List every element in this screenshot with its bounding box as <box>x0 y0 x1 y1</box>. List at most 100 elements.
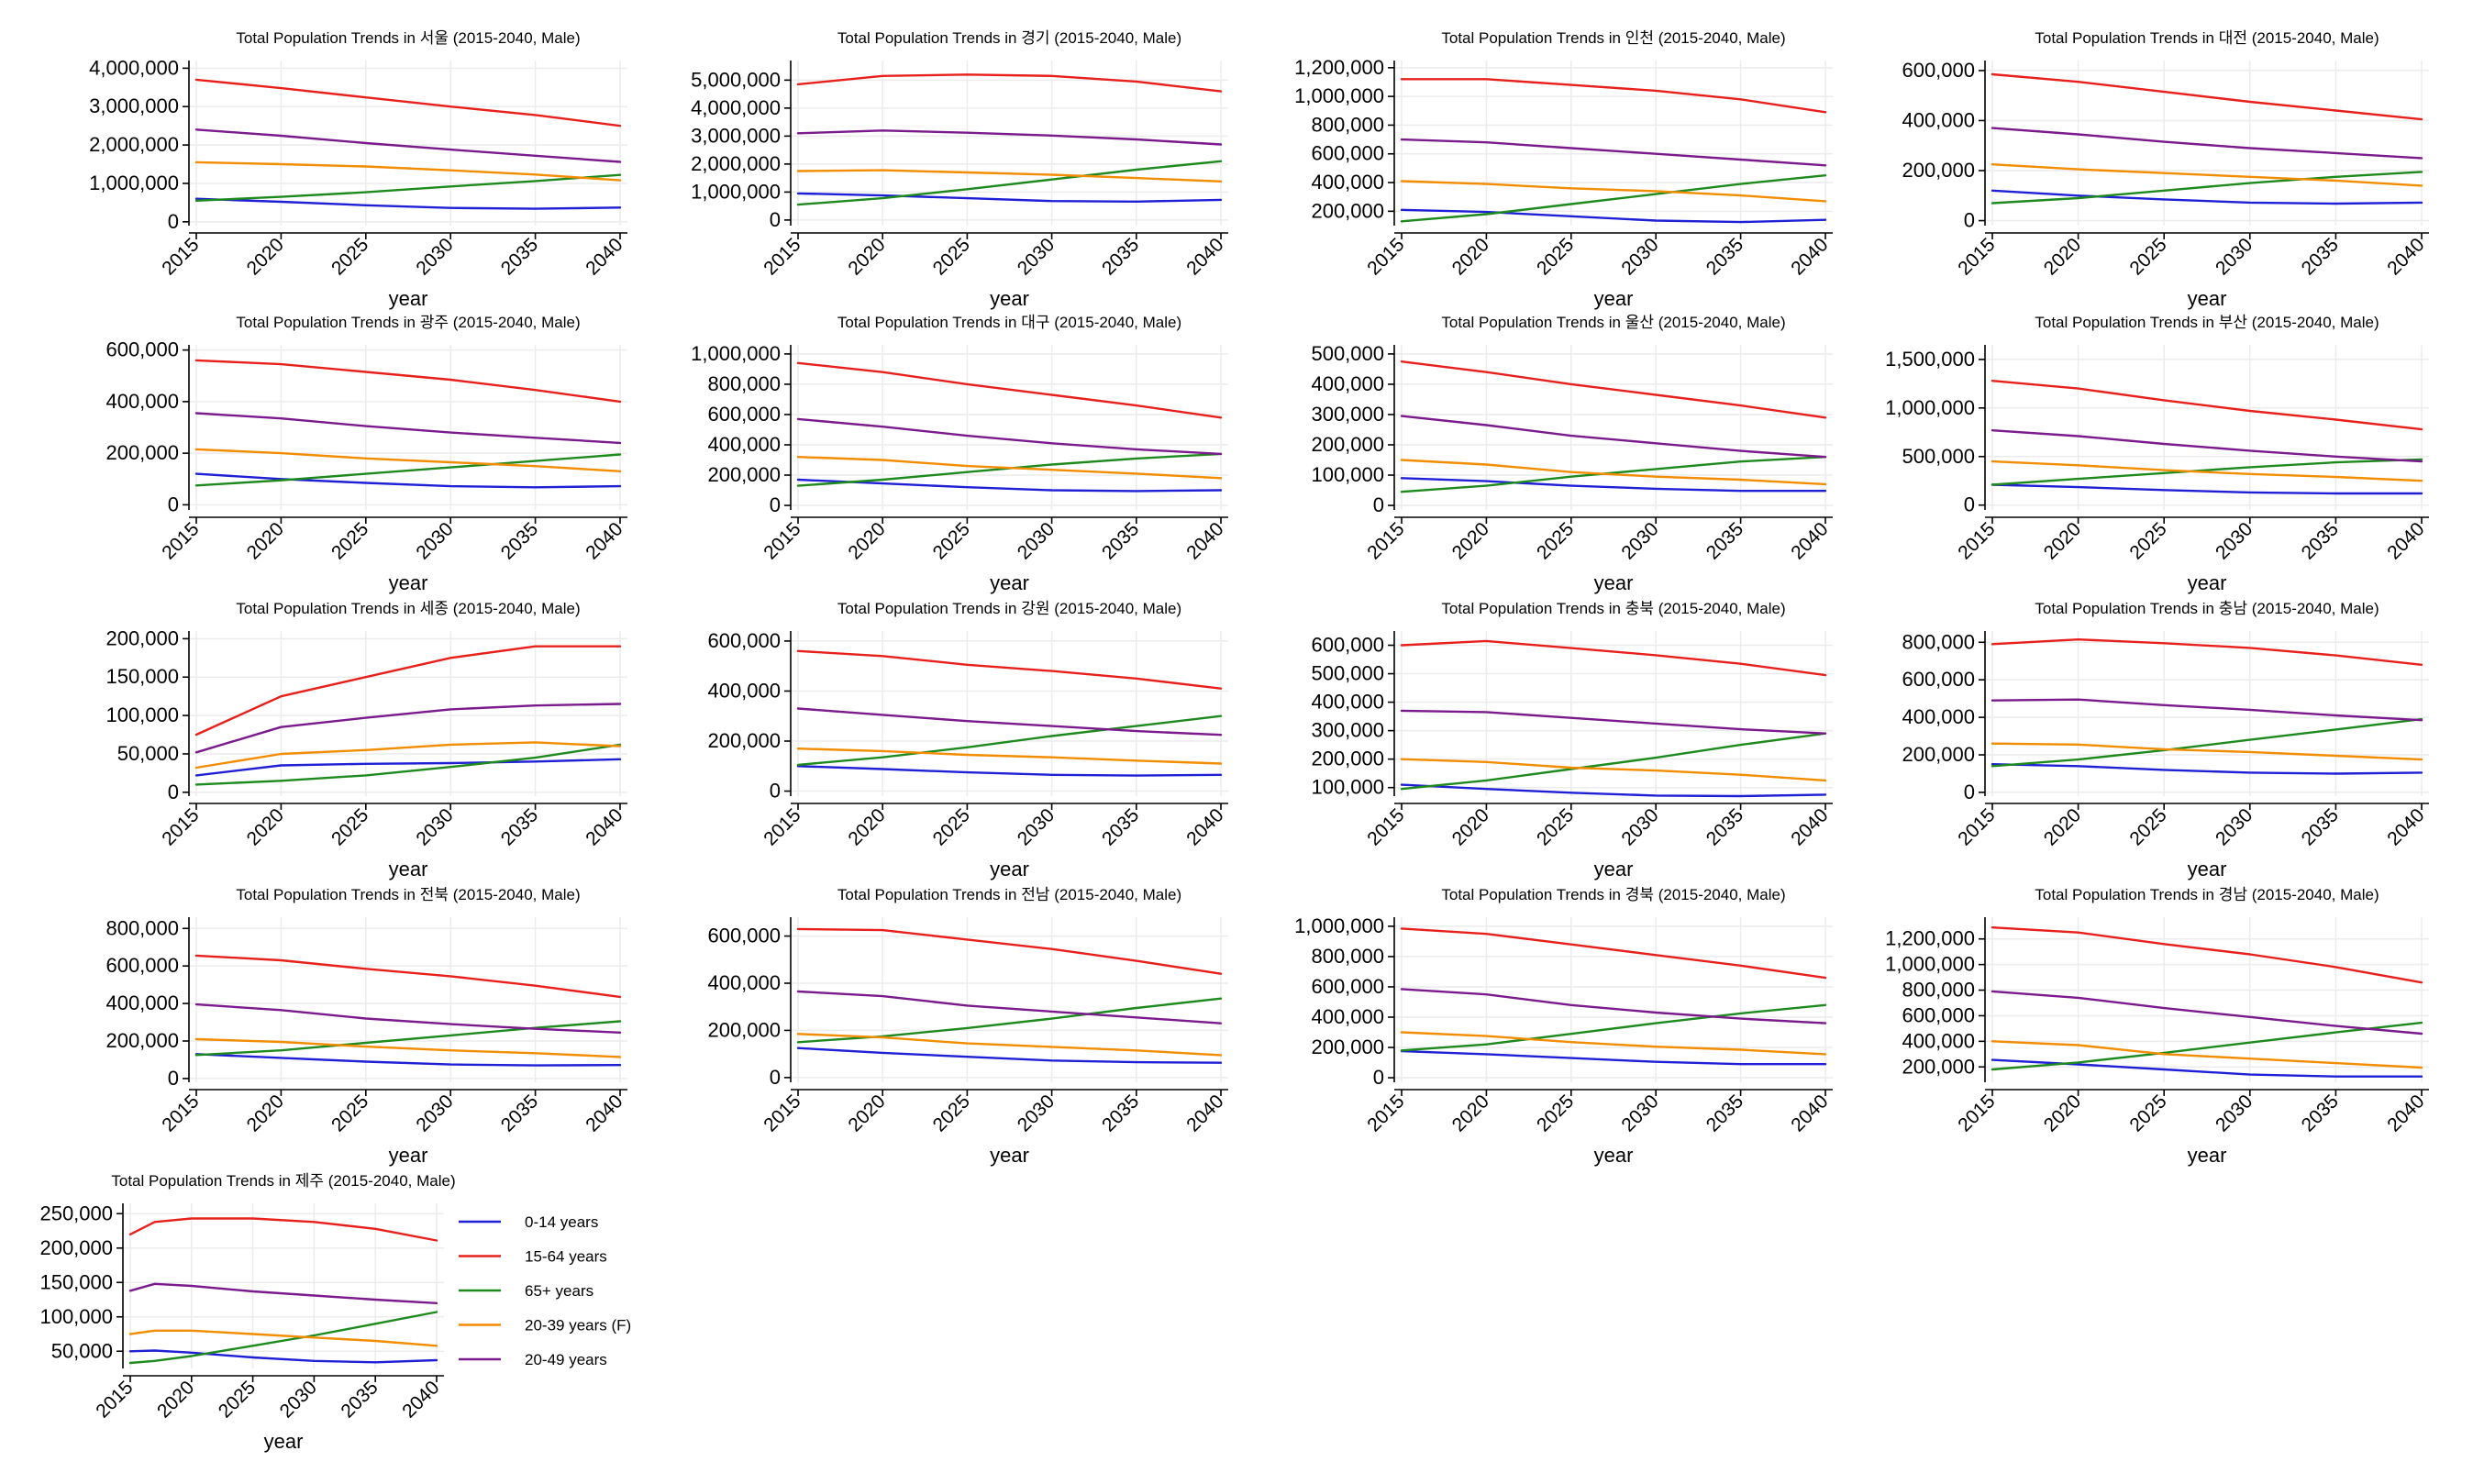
chart-title: Total Population Trends in 인천 (2015-2040… <box>1441 29 1785 47</box>
x-tick-label: 2040 <box>2383 804 2428 849</box>
x-tick-label: 2015 <box>92 1377 137 1422</box>
x-tick-label: 2015 <box>158 804 203 849</box>
x-tick-label: 2020 <box>243 518 288 563</box>
chart-title: Total Population Trends in 전북 (2015-2040… <box>236 886 580 903</box>
x-tick-label: 2030 <box>1617 804 1662 849</box>
legend: 0-14 years15-64 years65+ years20-39 year… <box>459 1213 631 1368</box>
series-line-0-14-years <box>1992 191 2422 204</box>
x-tick-label: 2035 <box>1702 1091 1747 1135</box>
chart-title: Total Population Trends in 강원 (2015-2040… <box>837 600 1181 617</box>
y-tick-label: 0 <box>168 781 179 803</box>
y-tick-label: 600,000 <box>1311 634 1384 657</box>
series-line-15-64-years <box>196 647 620 735</box>
x-tick-label: 2030 <box>1014 234 1059 279</box>
y-tick-label: 1,000,000 <box>1885 953 1975 976</box>
x-axis-label: year <box>1594 287 1634 310</box>
series-line-65-years <box>1992 719 2422 766</box>
y-tick-label: 200,000 <box>1902 1055 1975 1078</box>
y-tick-label: 800,000 <box>105 916 179 939</box>
x-tick-label: 2035 <box>497 804 542 849</box>
y-tick-label: 1,200,000 <box>1885 927 1975 950</box>
y-tick-label: 0 <box>770 208 781 231</box>
y-tick-label: 0 <box>770 1066 781 1089</box>
series-line-0-14-years <box>196 199 620 209</box>
series-line-20-49-years <box>196 129 620 161</box>
y-tick-label: 0 <box>770 493 781 516</box>
y-tick-label: 600,000 <box>707 403 781 426</box>
x-tick-label: 2020 <box>844 804 889 849</box>
y-tick-label: 50,000 <box>117 742 179 765</box>
x-tick-label: 2020 <box>243 234 288 279</box>
y-tick-label: 0 <box>1964 493 1975 516</box>
legend-label: 20-39 years (F) <box>525 1317 631 1334</box>
y-tick-label: 1,000,000 <box>89 172 179 194</box>
x-tick-label: 2020 <box>243 804 288 849</box>
x-tick-label: 2020 <box>1448 1091 1493 1135</box>
y-tick-label: 150,000 <box>105 665 179 688</box>
x-tick-label: 2040 <box>582 234 627 279</box>
series-line-0-14-years <box>1992 1060 2422 1077</box>
chart-panel: Total Population Trends in 경기 (2015-2040… <box>691 29 1228 310</box>
y-tick-label: 800,000 <box>1311 113 1384 136</box>
chart-title: Total Population Trends in 경남 (2015-2040… <box>2035 886 2379 903</box>
y-tick-label: 200,000 <box>1311 1035 1384 1058</box>
x-tick-label: 2015 <box>1954 234 1999 279</box>
chart-title: Total Population Trends in 제주 (2015-2040… <box>111 1172 455 1190</box>
series-line-20-49-years <box>798 709 1221 736</box>
x-tick-label: 2040 <box>1182 234 1227 279</box>
y-tick-label: 200,000 <box>39 1236 113 1259</box>
x-tick-label: 2025 <box>1533 518 1578 563</box>
series-line-65-years <box>196 175 620 201</box>
x-tick-label: 2025 <box>327 234 372 279</box>
y-tick-label: 200,000 <box>1311 433 1384 456</box>
x-tick-label: 2020 <box>844 234 889 279</box>
y-tick-label: 200,000 <box>1311 199 1384 222</box>
x-tick-label: 2035 <box>1098 804 1143 849</box>
y-tick-label: 200,000 <box>105 1029 179 1052</box>
x-axis-label: year <box>2188 858 2227 880</box>
chart-panel: Total Population Trends in 충북 (2015-2040… <box>1311 600 1833 880</box>
x-tick-label: 2025 <box>2125 234 2170 279</box>
x-axis-label: year <box>389 1144 428 1167</box>
series-line-20-39-years-f <box>196 1039 620 1057</box>
x-tick-label: 2015 <box>760 234 804 279</box>
chart-panel: Total Population Trends in 강원 (2015-2040… <box>707 600 1228 880</box>
series-line-15-64-years <box>798 74 1221 91</box>
x-tick-label: 2030 <box>2212 1091 2257 1135</box>
x-tick-label: 2040 <box>398 1377 443 1422</box>
y-tick-label: 100,000 <box>39 1305 113 1328</box>
x-tick-label: 2030 <box>276 1377 321 1422</box>
series-line-20-49-years <box>130 1284 437 1303</box>
series-line-0-14-years <box>798 1048 1221 1063</box>
x-tick-label: 2020 <box>243 1091 288 1135</box>
series-line-20-49-years <box>1992 991 2422 1034</box>
x-tick-label: 2015 <box>158 234 203 279</box>
y-tick-label: 500,000 <box>1902 445 1975 468</box>
x-tick-label: 2030 <box>412 1091 457 1135</box>
series-line-15-64-years <box>1402 928 1825 978</box>
y-tick-label: 0 <box>1373 493 1384 516</box>
chart-panel: Total Population Trends in 대전 (2015-2040… <box>1902 29 2429 310</box>
x-tick-label: 2030 <box>2212 804 2257 849</box>
y-tick-label: 200,000 <box>105 441 179 464</box>
x-tick-label: 2020 <box>2040 804 2085 849</box>
x-tick-label: 2025 <box>1533 804 1578 849</box>
x-tick-label: 2035 <box>2298 518 2343 563</box>
series-line-20-49-years <box>196 1004 620 1033</box>
x-tick-label: 2030 <box>1014 1091 1059 1135</box>
x-axis-label: year <box>389 287 428 310</box>
x-tick-label: 2020 <box>1448 234 1493 279</box>
chart-title: Total Population Trends in 전남 (2015-2040… <box>837 886 1181 903</box>
legend-label: 0-14 years <box>525 1213 598 1231</box>
y-tick-label: 400,000 <box>1311 171 1384 194</box>
series-line-65-years <box>130 1312 437 1364</box>
y-tick-label: 600,000 <box>1311 975 1384 998</box>
x-tick-label: 2015 <box>1954 804 1999 849</box>
y-tick-label: 200,000 <box>1311 748 1384 770</box>
y-tick-label: 1,200,000 <box>1294 56 1384 79</box>
y-tick-label: 800,000 <box>1902 630 1975 653</box>
legend-label: 65+ years <box>525 1282 593 1300</box>
x-tick-label: 2035 <box>1702 804 1747 849</box>
x-tick-label: 2035 <box>1702 518 1747 563</box>
x-tick-label: 2025 <box>2125 518 2170 563</box>
